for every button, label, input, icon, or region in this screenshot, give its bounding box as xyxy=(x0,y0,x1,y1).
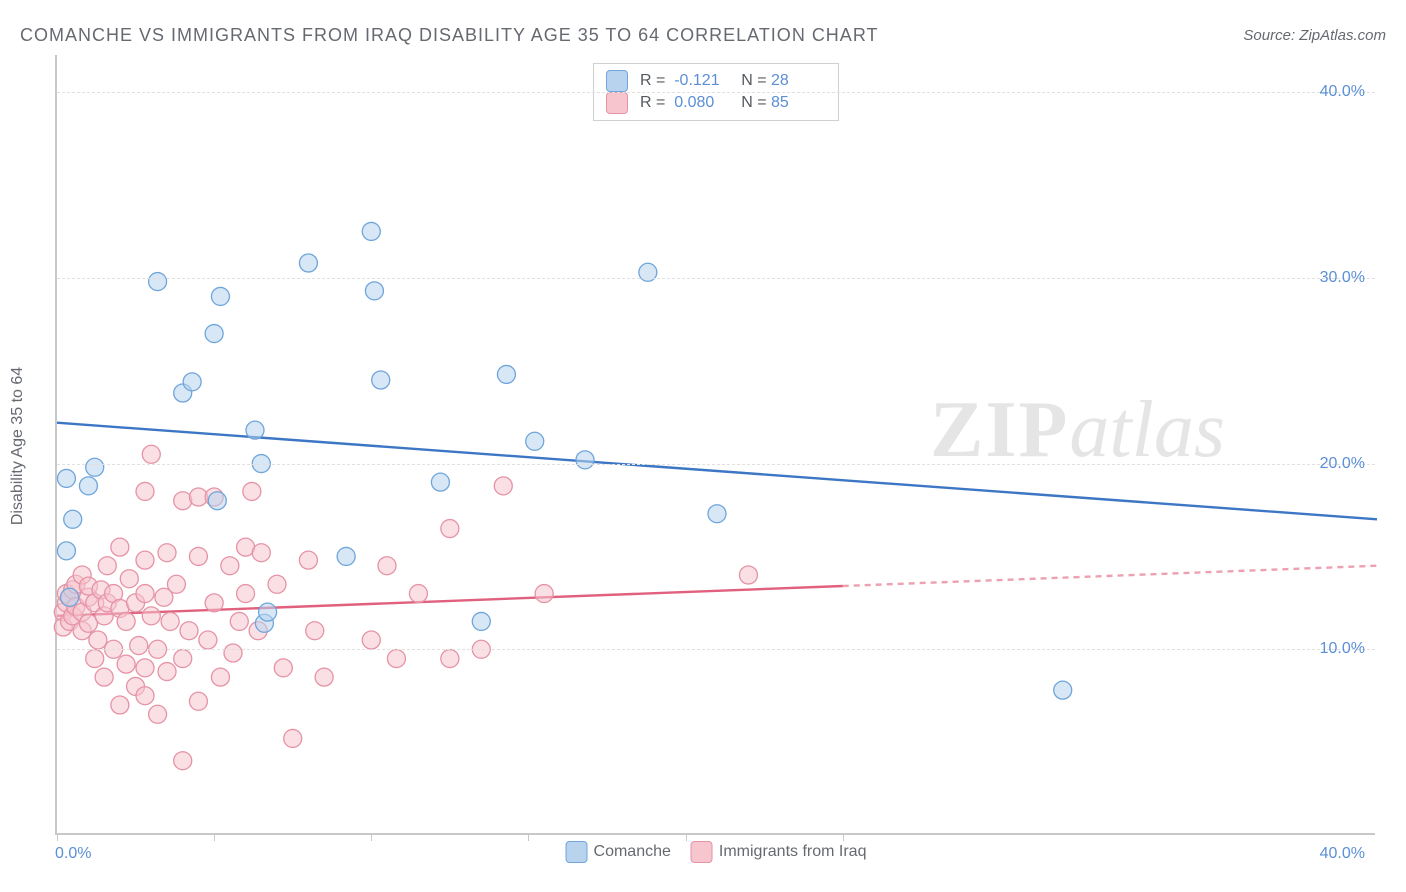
x-tick-label-0: 0.0% xyxy=(55,845,91,863)
legend-series: Comanche Immigrants from Iraq xyxy=(566,841,867,863)
gridline xyxy=(57,464,1375,465)
x-tick xyxy=(214,833,215,841)
legend-item-iraq: Immigrants from Iraq xyxy=(691,841,867,863)
y-tick-label: 20.0% xyxy=(1320,455,1365,473)
legend-swatch-pink xyxy=(606,92,628,114)
y-axis-label: Disability Age 35 to 64 xyxy=(9,367,27,525)
y-tick-label: 10.0% xyxy=(1320,640,1365,658)
gridline xyxy=(57,278,1375,279)
plot-area: ZIPatlas R = -0.121 N = 28 R = 0.080 N =… xyxy=(55,55,1375,835)
y-tick-label: 40.0% xyxy=(1320,83,1365,101)
legend-swatch-blue xyxy=(606,70,628,92)
legend-swatch-pink xyxy=(691,841,713,863)
x-tick xyxy=(686,833,687,841)
x-tick xyxy=(57,833,58,841)
x-tick xyxy=(371,833,372,841)
gridline xyxy=(57,92,1375,93)
legend-item-comanche: Comanche xyxy=(566,841,671,863)
legend-stats-row-1: R = -0.121 N = 28 xyxy=(606,70,826,92)
chart-source: Source: ZipAtlas.com xyxy=(1243,27,1386,44)
x-tick-label-end: 40.0% xyxy=(1320,845,1365,863)
legend-stats-row-2: R = 0.080 N = 85 xyxy=(606,92,826,114)
chart-title: COMANCHE VS IMMIGRANTS FROM IRAQ DISABIL… xyxy=(20,25,879,46)
y-tick-label: 30.0% xyxy=(1320,269,1365,287)
gridline xyxy=(57,649,1375,650)
x-tick xyxy=(843,833,844,841)
legend-swatch-blue xyxy=(566,841,588,863)
x-tick xyxy=(528,833,529,841)
chart-svg xyxy=(57,55,1375,833)
